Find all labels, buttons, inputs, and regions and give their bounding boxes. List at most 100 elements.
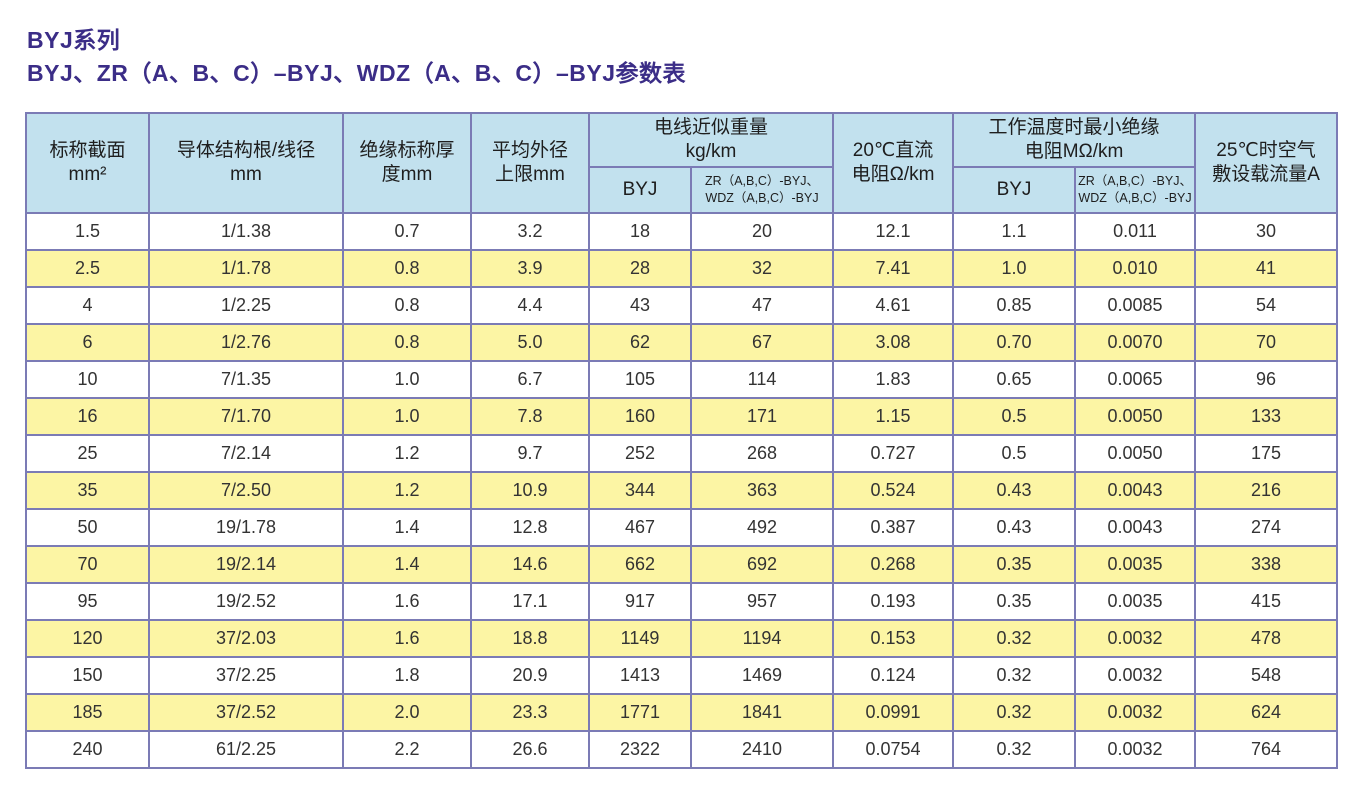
col-header-ampacity: 25℃时空气 敷设载流量A	[1194, 112, 1339, 214]
table-cell: 185	[25, 692, 150, 732]
title-table-name: BYJ、ZR（A、B、C）–BYJ、WDZ（A、B、C）–BYJ参数表	[27, 60, 686, 87]
table-cell: 3.08	[832, 322, 955, 362]
table-cell: 50	[25, 507, 150, 547]
table-cell: 16	[25, 396, 150, 436]
table-cell: 0.0070	[1074, 322, 1197, 362]
table-cell: 1/1.78	[148, 248, 344, 288]
table-cell: 7/1.35	[148, 359, 344, 399]
table-cell: 175	[1194, 433, 1339, 473]
table-row: 6 1/2.76 0.8 5.0 62 67 3.08 0.70 0.0070 70	[25, 322, 1339, 362]
table-cell: 19/2.52	[148, 581, 344, 621]
table-cell: 26.6	[470, 729, 590, 769]
table-cell: 0.0050	[1074, 396, 1197, 436]
table-cell: 18	[588, 211, 692, 251]
sub-header-weight-zr-wdz: ZR（A,B,C）-BYJ、 WDZ（A,B,C）-BYJ	[689, 165, 835, 214]
table-cell: 216	[1194, 470, 1339, 510]
table-cell: 35	[25, 470, 150, 510]
table-cell: 0.268	[832, 544, 955, 584]
table-cell: 1841	[689, 692, 835, 732]
table-cell: 764	[1194, 729, 1339, 769]
table-cell: 415	[1194, 581, 1339, 621]
table-cell: 0.0032	[1074, 692, 1197, 732]
table-cell: 624	[1194, 692, 1339, 732]
table-cell: 1.15	[832, 396, 955, 436]
table-cell: 467	[588, 507, 692, 547]
table-cell: 37/2.25	[148, 655, 344, 695]
table-cell: 5.0	[470, 322, 590, 362]
table-cell: 7/1.70	[148, 396, 344, 436]
table-cell: 19/2.14	[148, 544, 344, 584]
table-cell: 0.85	[952, 285, 1077, 325]
table-cell: 1.4	[342, 544, 472, 584]
table-cell: 10	[25, 359, 150, 399]
table-row: 70 19/2.14 1.4 14.6 662 692 0.268 0.35 0.0035 338	[25, 544, 1339, 584]
table-cell: 240	[25, 729, 150, 769]
table-cell: 0.010	[1074, 248, 1197, 288]
table-cell: 0.0035	[1074, 544, 1197, 584]
table-cell: 0.5	[952, 396, 1077, 436]
table-cell: 692	[689, 544, 835, 584]
table-cell: 957	[689, 581, 835, 621]
group-header-approx-weight: 电线近似重量 kg/km	[587, 112, 835, 168]
table-cell: 363	[689, 470, 835, 510]
table-cell: 37/2.03	[148, 618, 344, 658]
table-cell: 120	[25, 618, 150, 658]
table-cell: 114	[689, 359, 835, 399]
table-cell: 1.2	[342, 470, 472, 510]
table-cell: 160	[588, 396, 692, 436]
table-cell: 28	[588, 248, 692, 288]
table-cell: 1.4	[342, 507, 472, 547]
table-cell: 0.0032	[1074, 729, 1197, 769]
table-cell: 20	[689, 211, 835, 251]
table-cell: 1771	[588, 692, 692, 732]
table-cell: 19/1.78	[148, 507, 344, 547]
table-cell: 43	[588, 285, 692, 325]
table-cell: 0.0032	[1074, 618, 1197, 658]
parameters-table: 标称截面 mm² 导体结构根/线径 mm 绝缘标称厚 度mm 平均外径 上限mm…	[25, 112, 1339, 769]
table-cell: 6.7	[470, 359, 590, 399]
table-cell: 2410	[689, 729, 835, 769]
table-cell: 4.4	[470, 285, 590, 325]
table-cell: 171	[689, 396, 835, 436]
sub-header-ins-res-zr-wdz: ZR（A,B,C）-BYJ、 WDZ（A,B,C）-BYJ	[1074, 165, 1197, 214]
table-cell: 23.3	[470, 692, 590, 732]
table-cell: 1.83	[832, 359, 955, 399]
table-cell: 0.7	[342, 211, 472, 251]
table-row: 4 1/2.25 0.8 4.4 43 47 4.61 0.85 0.0085 54	[25, 285, 1339, 325]
table-cell: 7/2.50	[148, 470, 344, 510]
table-header: 标称截面 mm² 导体结构根/线径 mm 绝缘标称厚 度mm 平均外径 上限mm…	[25, 112, 1339, 214]
table-cell: 338	[1194, 544, 1339, 584]
table-cell: 0.0050	[1074, 433, 1197, 473]
table-cell: 0.124	[832, 655, 955, 695]
table-cell: 1.5	[25, 211, 150, 251]
table-cell: 0.387	[832, 507, 955, 547]
table-cell: 1/2.25	[148, 285, 344, 325]
table-cell: 0.8	[342, 285, 472, 325]
table-row: 185 37/2.52 2.0 23.3 1771 1841 0.0991 0.32 0.003…	[25, 692, 1339, 732]
sub-header-ins-res-byj: BYJ	[952, 165, 1077, 214]
table-cell: 0.43	[952, 507, 1077, 547]
table-cell: 0.727	[832, 433, 955, 473]
table-cell: 18.8	[470, 618, 590, 658]
table-cell: 2322	[588, 729, 692, 769]
table-cell: 1.0	[342, 359, 472, 399]
table-row: 25 7/2.14 1.2 9.7 252 268 0.727 0.5 0.0050 175	[25, 433, 1339, 473]
table-cell: 3.9	[470, 248, 590, 288]
table-row: 1.5 1/1.38 0.7 3.2 18 20 12.1 1.1 0.011 30	[25, 211, 1339, 251]
table-cell: 41	[1194, 248, 1339, 288]
table-cell: 7.8	[470, 396, 590, 436]
table-cell: 344	[588, 470, 692, 510]
table-cell: 274	[1194, 507, 1339, 547]
table-cell: 0.32	[952, 692, 1077, 732]
table-cell: 492	[689, 507, 835, 547]
table-cell: 2.0	[342, 692, 472, 732]
table-cell: 105	[588, 359, 692, 399]
table-cell: 0.0065	[1074, 359, 1197, 399]
title-series: BYJ系列	[27, 27, 121, 53]
table-cell: 96	[1194, 359, 1339, 399]
table-cell: 10.9	[470, 470, 590, 510]
table-cell: 2.5	[25, 248, 150, 288]
table-row: 10 7/1.35 1.0 6.7 105 114 1.83 0.65 0.0065 96	[25, 359, 1339, 399]
table-cell: 1/1.38	[148, 211, 344, 251]
table-cell: 4	[25, 285, 150, 325]
